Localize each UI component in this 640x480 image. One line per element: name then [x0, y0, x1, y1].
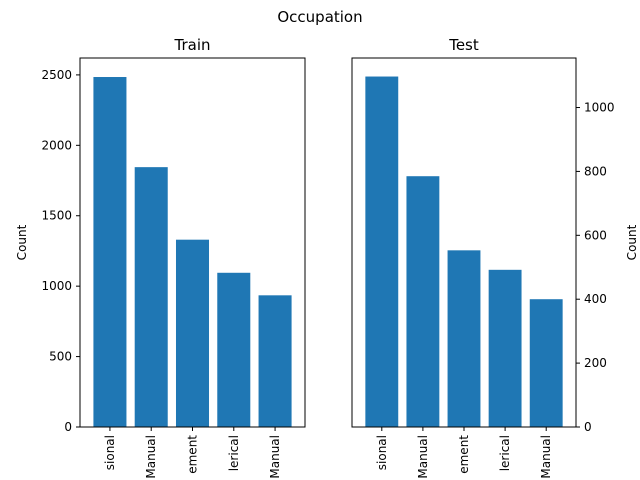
x-tick-label: ement [457, 435, 471, 474]
x-tick-label: sional [375, 435, 389, 470]
y-tick-label: 2000 [41, 138, 72, 152]
y-tick-label: 200 [584, 356, 607, 370]
y-tick-label: 0 [584, 420, 592, 434]
x-tick-label: Manual [416, 435, 430, 479]
bar-test-3 [488, 269, 522, 427]
y-tick-label: 600 [584, 228, 607, 242]
y-tick-label: 1000 [41, 279, 72, 293]
panel-title: Test [448, 36, 479, 54]
figure-title: Occupation [277, 8, 362, 26]
y-tick-label: 2500 [41, 68, 72, 82]
y-tick-label: 500 [49, 350, 72, 364]
panel-test: sional Manual ement lerical Manual 0 200 400 600… [351, 36, 639, 479]
x-tick-label: ement [186, 435, 200, 474]
y-tick-label: 800 [584, 164, 607, 178]
bar-train-1 [134, 167, 168, 427]
bar-train-3 [217, 272, 251, 427]
panel-title: Train [174, 36, 211, 54]
bar-train-4 [258, 295, 292, 427]
bar-train-0 [93, 77, 127, 427]
y-axis-label: Count [15, 224, 29, 260]
bar-train-2 [175, 239, 210, 427]
panel-train: sional Manual ement lerical Manual 0 500 1000 15… [15, 36, 306, 479]
bar-test-0 [365, 76, 399, 427]
y-axis-label: Count [625, 224, 639, 260]
y-tick-label: 0 [64, 420, 72, 434]
axes-frame [351, 57, 577, 428]
x-tick-label: Manual [268, 435, 282, 479]
axes-frame [79, 57, 306, 428]
bar-test-4 [529, 299, 563, 427]
x-tick-label: sional [103, 435, 117, 470]
x-tick-label: lerical [498, 435, 512, 471]
bar-test-2 [447, 250, 481, 427]
y-tick-label: 400 [584, 292, 607, 306]
x-tick-label: Manual [539, 435, 553, 479]
x-tick-label: lerical [227, 435, 241, 471]
x-tick-label: Manual [144, 435, 158, 479]
y-tick-label: 1500 [41, 209, 72, 223]
y-tick-label: 1000 [584, 101, 615, 115]
bar-test-1 [406, 176, 440, 427]
